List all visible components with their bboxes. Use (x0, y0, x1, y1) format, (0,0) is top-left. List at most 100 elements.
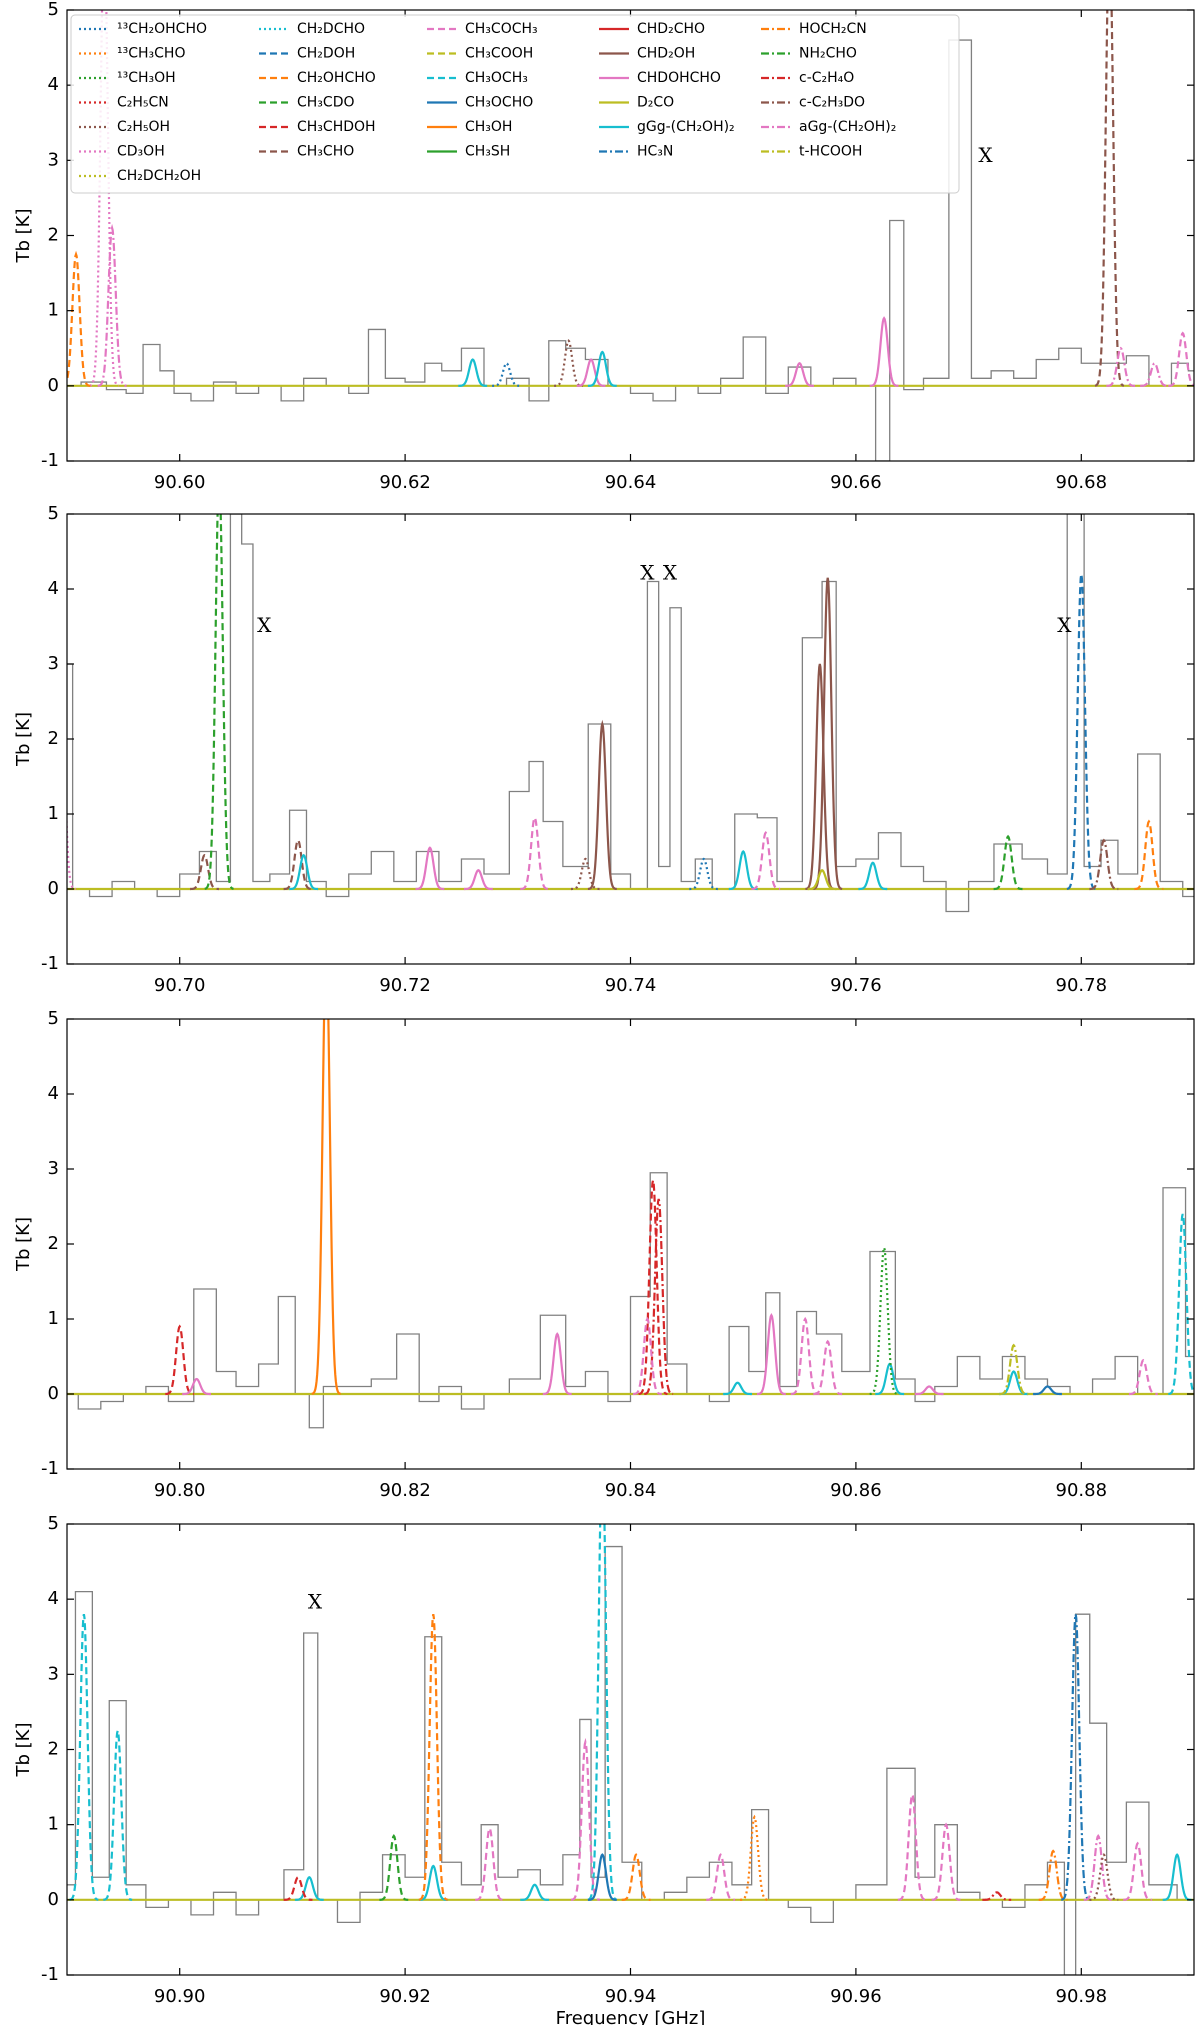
x-tick-label: 90.92 (379, 1986, 431, 2007)
legend-label: CH₃COCH₃ (465, 21, 538, 37)
model-peak (914, 1385, 944, 1396)
y-tick-label: 0 (48, 1889, 59, 1910)
legend-label: aGg-(CH₂OH)₂ (799, 119, 896, 135)
x-tick-label: 90.98 (1056, 1986, 1108, 2007)
y-tick-label: -1 (41, 1964, 59, 1985)
model-peak (283, 838, 313, 891)
model-peak (1089, 1853, 1119, 1901)
model-peak (554, 339, 583, 387)
model-peak (999, 1343, 1029, 1396)
model-peak (1061, 1614, 1091, 1901)
model-peak (520, 1883, 550, 1901)
model-peak (587, 719, 617, 891)
model-peak (706, 1853, 736, 1901)
y-tick-label: 5 (48, 0, 59, 20)
plot-area (67, 1524, 1194, 1975)
annotation: X (663, 561, 678, 585)
y-tick-label: 4 (48, 1083, 59, 1104)
model-peak (103, 1726, 133, 1901)
y-tick-label: -1 (41, 450, 59, 471)
annotation: X (1057, 613, 1072, 637)
x-tick-label: 90.88 (1056, 1480, 1108, 1501)
model-peak (587, 1524, 617, 1901)
legend-label: NH₂CHO (799, 46, 857, 62)
model-peak (418, 1864, 448, 1901)
x-tick-label: 90.72 (379, 975, 431, 996)
x-tick-label: 90.76 (830, 975, 882, 996)
legend-label: C₂H₅OH (117, 119, 170, 135)
x-tick-label: 90.84 (605, 1480, 657, 1501)
model-peak (621, 1853, 651, 1901)
model-peak (638, 1180, 668, 1396)
model-peak (587, 350, 617, 387)
y-tick-label: -1 (41, 1458, 59, 1479)
legend-label: CH₃CHDOH (297, 119, 376, 135)
plot-area (67, 1019, 1194, 1429)
model-peak (542, 1332, 572, 1396)
y-tick-label: -1 (41, 953, 59, 974)
y-tick-label: 1 (48, 1814, 59, 1835)
model-peak (463, 869, 493, 891)
model-peak (311, 1019, 341, 1395)
legend-label: D₂CO (637, 95, 674, 111)
plot-area (67, 10, 1194, 461)
legend-label: ¹³CH₃CHO (117, 46, 185, 62)
x-tick-label: 90.60 (154, 472, 206, 493)
x-tick-label: 90.80 (154, 1480, 206, 1501)
model-peak (1038, 1849, 1068, 1901)
annotation: X (257, 613, 272, 637)
axes-frame (66, 513, 1195, 965)
model-peak (993, 834, 1023, 891)
y-tick-label: 5 (48, 1008, 59, 1029)
model-peak (869, 1243, 899, 1396)
x-tick-label: 90.62 (379, 472, 431, 493)
legend-label: CHD₂OH (637, 46, 695, 62)
model-peak (1128, 1358, 1158, 1396)
model-peak (723, 1381, 753, 1396)
model-peak (728, 850, 758, 891)
model-peak (294, 1876, 324, 1901)
model-peak (1089, 838, 1119, 891)
model-peak (415, 846, 445, 891)
panel: -1 0 1 2 3 4 5 90.60 90.62 90.64 90.66 90.68 Tb [K] X… (13, 0, 1195, 493)
model-peak (283, 1876, 313, 1901)
model-peak (813, 1339, 843, 1396)
model-peak (869, 316, 899, 387)
y-tick-label: 1 (48, 803, 59, 824)
y-tick-label: 0 (48, 878, 59, 899)
panel: -1 0 1 2 3 4 5 90.90 90.92 90.94 90.96 90.98 Tb [K] F… (13, 1513, 1195, 2025)
model-peak (458, 358, 488, 387)
model-peak (576, 358, 606, 387)
legend-label: HC₃N (637, 144, 673, 160)
model-peak (858, 861, 888, 891)
legend-label: t-HCOOH (799, 144, 862, 160)
legend-label: CHDOHCHO (637, 70, 721, 86)
legend-label: CH₃OCH₃ (465, 70, 528, 86)
legend-label: ¹³CH₂OHCHO (117, 21, 207, 37)
y-tick-label: 5 (48, 503, 59, 524)
legend-label: HOCH₂CN (799, 21, 867, 37)
model-peak (182, 1377, 212, 1396)
legend-label: CH₃OCHO (465, 95, 533, 111)
model-peak (418, 1614, 448, 1901)
model-peak (1168, 331, 1194, 387)
y-tick-label: 0 (48, 375, 59, 396)
model-peak (751, 830, 781, 891)
legend-label: CH₂DCHO (297, 21, 365, 37)
observed-spectrum (67, 514, 1194, 913)
model-peak (1134, 819, 1164, 891)
model-peak (190, 853, 219, 891)
x-tick-label: 90.96 (830, 1986, 882, 2007)
model-peak (379, 1833, 409, 1901)
y-axis-label: Tb [K] (13, 209, 34, 264)
y-tick-label: 2 (48, 728, 59, 749)
plot-area (67, 514, 1194, 913)
model-peak (289, 853, 319, 891)
model-peak (97, 223, 127, 387)
model-peak (644, 1198, 674, 1396)
model-peak (570, 857, 600, 891)
model-peak (632, 1316, 662, 1396)
legend-label: c-C₂H₄O (799, 70, 854, 86)
y-axis-label: Tb [K] (13, 1217, 34, 1272)
